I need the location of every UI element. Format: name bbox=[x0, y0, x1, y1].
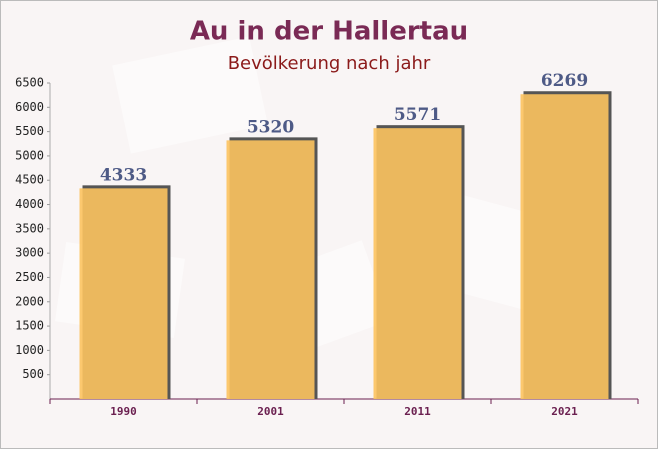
bar bbox=[373, 128, 462, 399]
y-tick-label: 2500 bbox=[15, 270, 44, 284]
y-tick-label: 3500 bbox=[15, 221, 44, 235]
value-label: 5320 bbox=[247, 117, 294, 137]
y-tick-label: 4000 bbox=[15, 197, 44, 211]
y-tick-label: 6000 bbox=[15, 100, 44, 114]
y-tick-label: 2000 bbox=[15, 294, 44, 308]
y-tick-label: 5000 bbox=[15, 148, 44, 162]
y-tick-label: 3000 bbox=[15, 246, 44, 260]
y-tick-label: 1000 bbox=[15, 343, 44, 357]
x-tick-label: 2001 bbox=[257, 405, 284, 418]
y-tick-label: 6500 bbox=[15, 76, 44, 90]
chart-subtitle: Bevölkerung nach jahr bbox=[228, 53, 431, 74]
value-label: 6269 bbox=[541, 71, 588, 91]
chart-title: Au in der Hallertau bbox=[190, 17, 468, 47]
x-tick-label: 2011 bbox=[404, 405, 431, 418]
bar bbox=[520, 94, 609, 399]
y-tick-label: 500 bbox=[22, 367, 44, 381]
y-tick-label: 4500 bbox=[15, 173, 44, 187]
x-tick-label: 2021 bbox=[551, 405, 578, 418]
y-tick-label: 5500 bbox=[15, 124, 44, 138]
value-label: 4333 bbox=[100, 165, 147, 185]
value-label: 5571 bbox=[394, 105, 441, 125]
bar bbox=[79, 188, 168, 399]
y-tick-label: 1500 bbox=[15, 319, 44, 333]
bar bbox=[226, 140, 315, 399]
x-tick-label: 1990 bbox=[110, 405, 137, 418]
